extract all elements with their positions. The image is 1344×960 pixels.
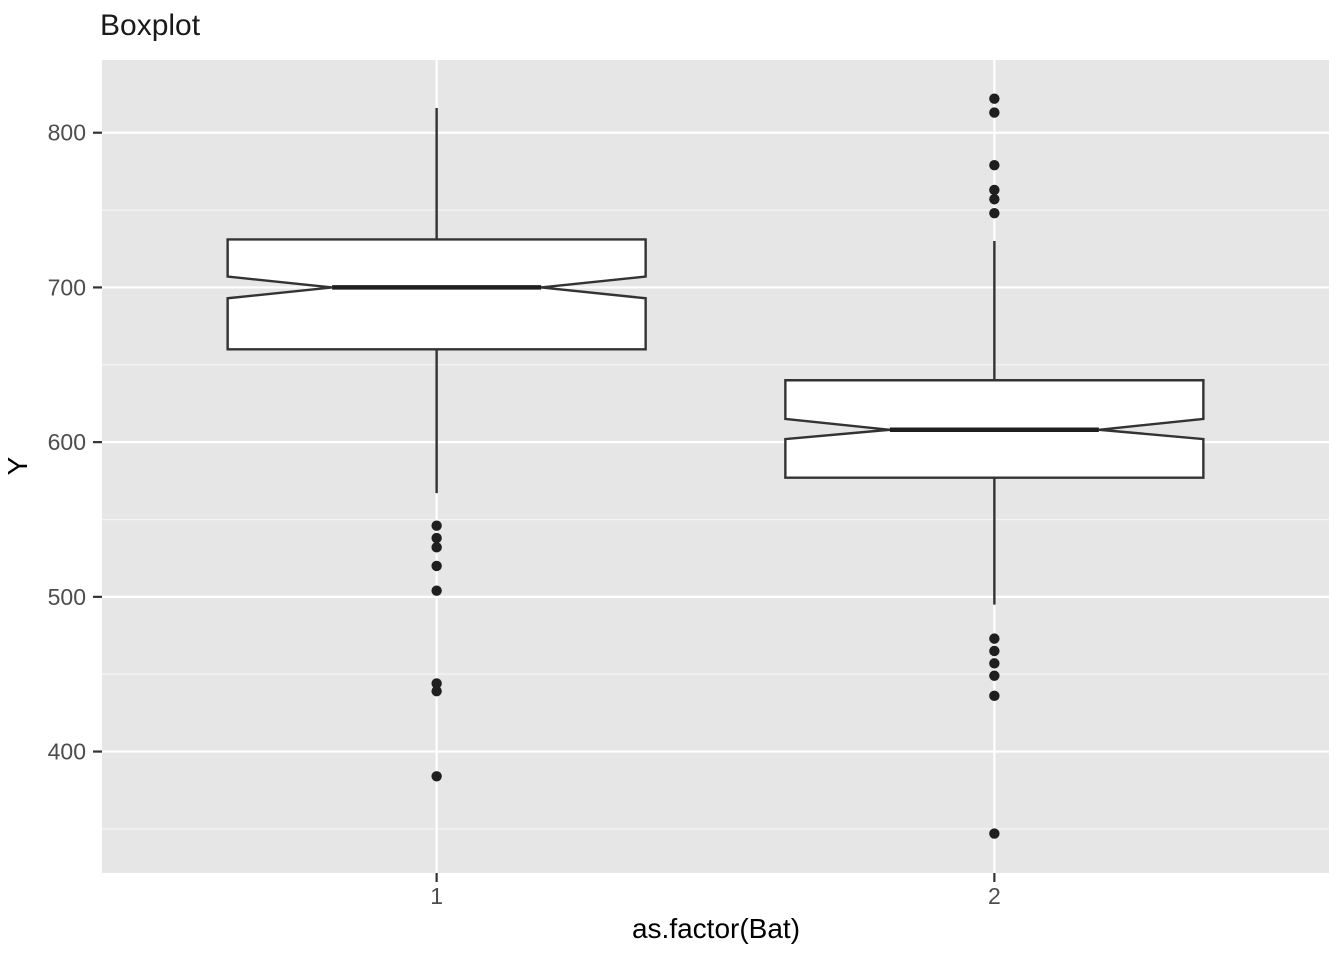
y-tick-label-400: 400 xyxy=(48,739,86,765)
outlier-point-1 xyxy=(431,678,442,689)
y-tick-label-500: 500 xyxy=(48,584,86,610)
outlier-point-2 xyxy=(989,828,1000,839)
y-tick-label-800: 800 xyxy=(48,120,86,146)
x-axis-title: as.factor(Bat) xyxy=(631,913,801,944)
outlier-point-2 xyxy=(989,194,1000,205)
x-tick-label-2: 2 xyxy=(988,883,1001,909)
x-tick-label-1: 1 xyxy=(430,883,443,909)
outlier-point-2 xyxy=(989,645,1000,657)
outlier-point-2 xyxy=(989,93,1000,104)
outlier-point-2 xyxy=(989,658,1000,669)
y-axis-title: Y xyxy=(2,456,33,476)
outlier-point-1 xyxy=(431,686,442,697)
outlier-point-1 xyxy=(431,771,442,782)
y-tick-label-700: 700 xyxy=(48,274,86,300)
outlier-point-2 xyxy=(989,107,1000,118)
outlier-point-2 xyxy=(989,184,1000,196)
outlier-point-2 xyxy=(989,160,1000,171)
outlier-point-1 xyxy=(431,520,442,531)
chart-title: Boxplot xyxy=(100,9,201,42)
outlier-point-2 xyxy=(989,670,1000,681)
outlier-point-1 xyxy=(431,585,442,596)
outlier-point-2 xyxy=(989,690,1000,702)
box-1 xyxy=(226,238,647,351)
outlier-point-1 xyxy=(431,542,442,553)
outlier-point-1 xyxy=(431,532,442,544)
outlier-point-2 xyxy=(989,207,1000,219)
outlier-point-2 xyxy=(989,633,1000,644)
outlier-point-1 xyxy=(431,560,442,572)
y-tick-label-600: 600 xyxy=(48,429,86,455)
